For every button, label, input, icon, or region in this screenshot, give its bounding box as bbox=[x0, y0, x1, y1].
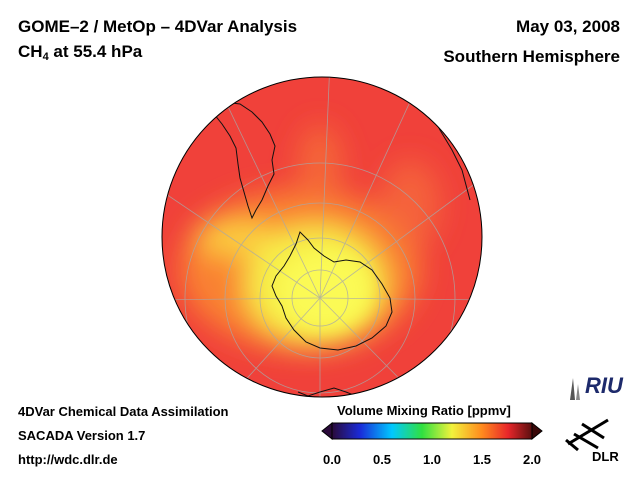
arm-right bbox=[380, 160, 440, 250]
colorbar-tick-label: 1.5 bbox=[472, 452, 492, 467]
graticule bbox=[162, 77, 482, 397]
colorbar-tick-label: 0.5 bbox=[372, 452, 392, 467]
yellow-hotspot bbox=[280, 252, 370, 328]
colorbar-tick-label: 0.0 bbox=[322, 452, 342, 467]
colorbar-low-arrow bbox=[321, 421, 333, 441]
footer-line-assimilation: 4DVar Chemical Data Assimilation bbox=[18, 404, 229, 419]
species-subscript: 4 bbox=[42, 51, 49, 63]
colorbar-high-arrow bbox=[531, 421, 543, 441]
species-prefix: CH bbox=[18, 42, 43, 61]
antarctica-outline bbox=[271, 231, 393, 351]
footer-link-url[interactable]: http://wdc.dlr.de bbox=[18, 452, 118, 467]
hemisphere-label: Southern Hemisphere bbox=[443, 47, 620, 66]
species-level-label: CH4 at 55.4 hPa bbox=[18, 42, 142, 63]
riu-logo-text: RIU bbox=[585, 373, 623, 398]
riu-logo-icon bbox=[570, 378, 580, 400]
dlr-logo-text: DLR bbox=[592, 449, 619, 464]
colorbar-gradient bbox=[331, 422, 533, 440]
colorbar-title: Volume Mixing Ratio [ppmv] bbox=[337, 403, 511, 418]
dlr-logo-icon bbox=[565, 418, 609, 452]
analysis-date: May 03, 2008 bbox=[516, 17, 620, 36]
south-america-outline bbox=[207, 95, 276, 220]
colorbar-tick-label: 2.0 bbox=[522, 452, 542, 467]
australia-edge bbox=[297, 387, 357, 397]
colorbar bbox=[321, 421, 543, 441]
arm-north bbox=[298, 125, 342, 205]
pressure-level: at 55.4 hPa bbox=[48, 42, 143, 61]
globe-border bbox=[161, 76, 483, 398]
map-title: GOME–2 / MetOp – 4DVar Analysis bbox=[18, 17, 298, 36]
footer-line-version: SACADA Version 1.7 bbox=[18, 428, 146, 443]
colorbar-tick-label: 1.0 bbox=[422, 452, 442, 467]
